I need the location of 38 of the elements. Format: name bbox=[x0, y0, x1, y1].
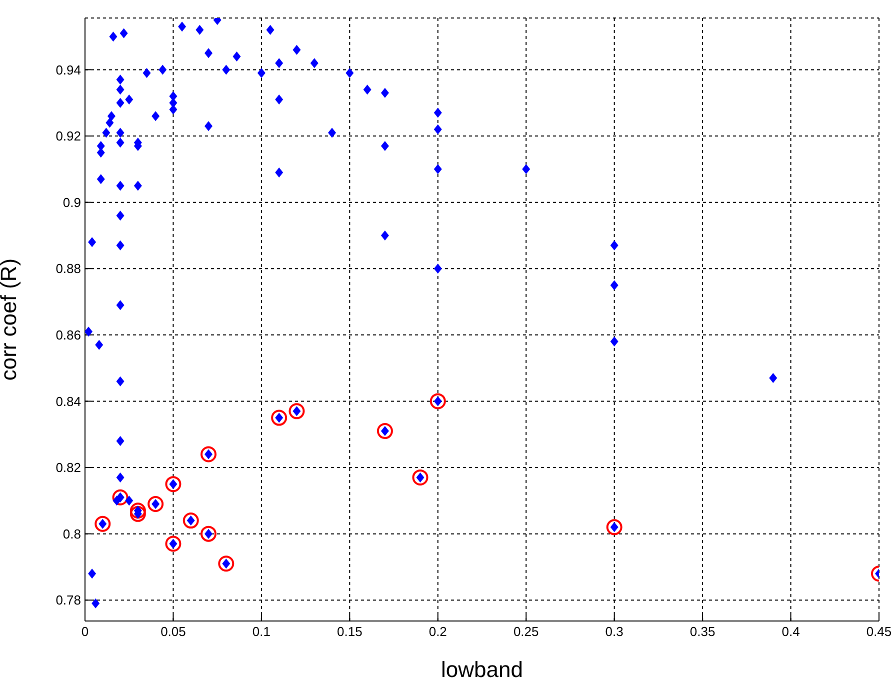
point bbox=[376, 423, 393, 440]
y-axis-title: corr coef (R) bbox=[0, 258, 21, 381]
x-tick-label: 0.1 bbox=[252, 624, 270, 640]
y-tick-label: 0.86 bbox=[56, 328, 81, 343]
y-tick-label: 0.92 bbox=[56, 128, 81, 144]
point bbox=[165, 476, 182, 492]
x-tick-label: 0 bbox=[81, 624, 89, 640]
point bbox=[271, 410, 288, 426]
y-tick-label: 0.88 bbox=[56, 261, 81, 276]
x-tick-label: 0.05 bbox=[160, 624, 186, 640]
point bbox=[130, 502, 146, 519]
point bbox=[130, 506, 146, 522]
x-tick-label: 0.25 bbox=[513, 624, 539, 640]
x-axis-title: lowband bbox=[441, 657, 523, 682]
point bbox=[200, 446, 217, 462]
x-tick-label: 0.35 bbox=[690, 624, 716, 640]
point bbox=[412, 469, 428, 486]
point bbox=[165, 536, 182, 552]
y-tick-label: 0.9 bbox=[62, 194, 81, 210]
point bbox=[182, 512, 199, 529]
y-tick-label: 0.8 bbox=[62, 526, 81, 542]
x-tick-label: 0.4 bbox=[782, 624, 800, 640]
point bbox=[288, 403, 305, 420]
y-tick-label: 0.84 bbox=[56, 394, 81, 409]
point bbox=[94, 516, 111, 532]
y-tick-label: 0.78 bbox=[56, 592, 81, 608]
x-tick-label: 0.45 bbox=[866, 624, 892, 640]
y-tick-label: 0.82 bbox=[56, 460, 81, 476]
x-tick-label: 0.3 bbox=[605, 624, 624, 640]
point bbox=[606, 519, 622, 536]
point bbox=[200, 526, 217, 542]
x-tick-label: 0.15 bbox=[337, 624, 362, 640]
point bbox=[148, 496, 164, 512]
point bbox=[430, 393, 446, 410]
point bbox=[218, 556, 234, 572]
x-tick-label: 0.2 bbox=[428, 624, 447, 640]
point bbox=[112, 489, 128, 506]
y-tick-label: 0.94 bbox=[56, 62, 81, 78]
